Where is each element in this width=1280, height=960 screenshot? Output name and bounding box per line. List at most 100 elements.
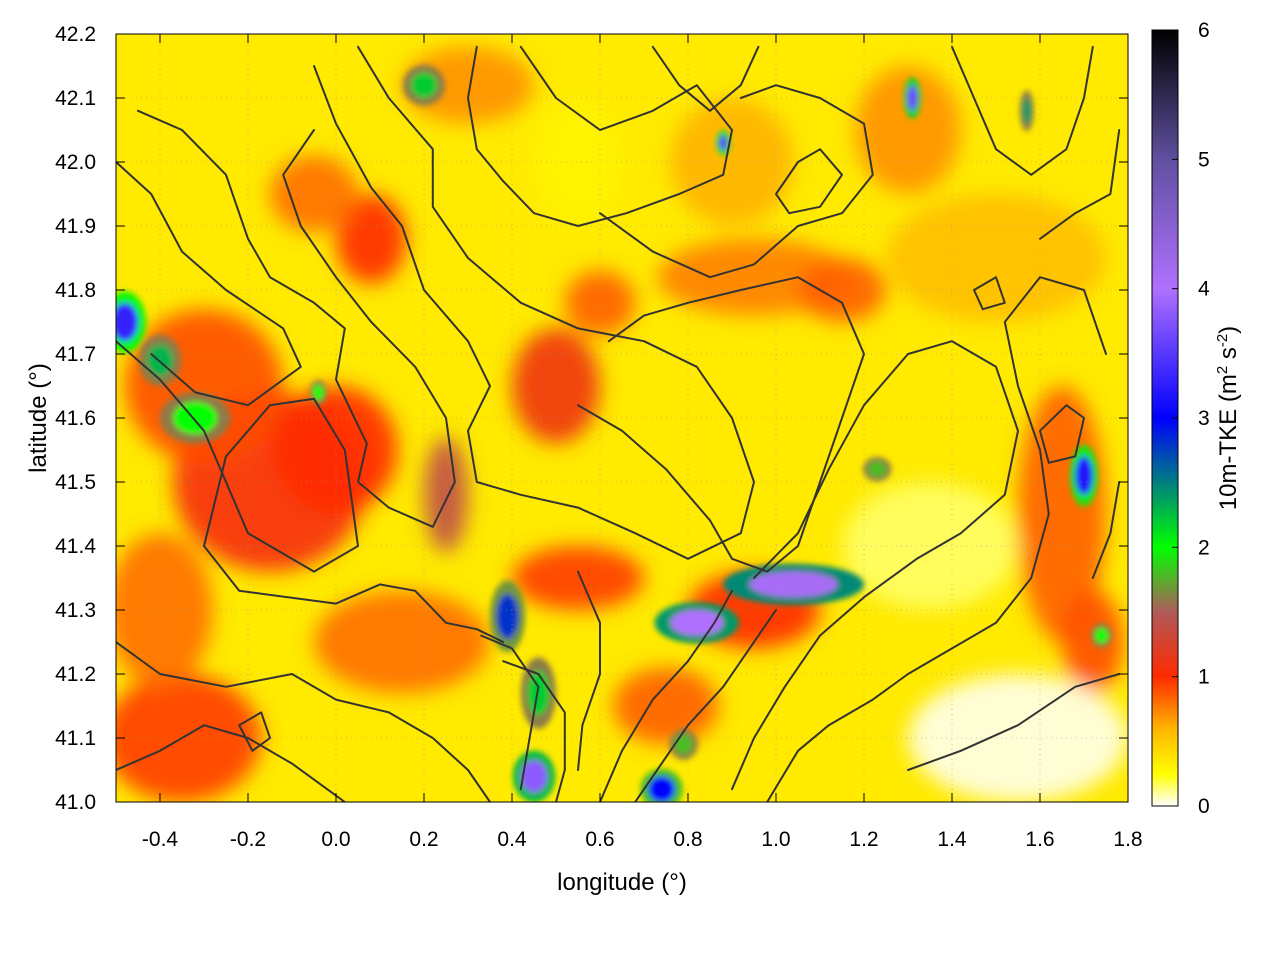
y-tick-label: 41.2 — [55, 663, 96, 686]
contour-line — [480, 634, 540, 791]
field-region — [116, 533, 213, 687]
x-tick-label: -0.4 — [142, 828, 179, 851]
hotspot — [1075, 456, 1093, 495]
x-tick-label: 0.0 — [321, 828, 350, 851]
field-region — [512, 328, 600, 444]
contour-line — [599, 589, 733, 802]
hotspot — [907, 85, 918, 111]
x-axis-title: longitude (°) — [557, 869, 687, 896]
field-region — [512, 546, 644, 610]
colorbar-tick-label: 0 — [1198, 795, 1210, 818]
field-region — [886, 194, 1106, 322]
y-tick-label: 42.2 — [55, 23, 96, 46]
contour-line — [577, 276, 865, 573]
x-tick-label: 1.4 — [937, 828, 967, 851]
hotspot — [718, 135, 728, 151]
hotspot — [410, 72, 438, 98]
hotspot — [173, 402, 218, 434]
contour-line — [1039, 404, 1085, 464]
contour-line — [238, 711, 271, 752]
contour-line — [651, 45, 760, 112]
hotspot — [1095, 627, 1109, 644]
colorbar-tick-label: 1 — [1198, 666, 1210, 689]
field-region — [424, 437, 468, 553]
colorbar-tick-label: 3 — [1198, 407, 1210, 430]
colorbar-tick-label: 4 — [1198, 278, 1210, 301]
cb-title-end: ) — [1215, 326, 1242, 334]
hotspot — [749, 571, 838, 598]
x-tick-label: 0.2 — [409, 828, 438, 851]
colorbar-title: 10m-TKE (m2 s-2) — [1214, 326, 1242, 510]
contour-line — [766, 276, 1107, 802]
cb-title-mid: s — [1215, 347, 1242, 366]
y-axis-ticks: 41.0 41.1 41.2 41.3 41.4 41.5 41.6 41.7 41.8 41.9… — [55, 23, 1128, 814]
y-axis-title: latitude (°) — [25, 363, 52, 473]
x-tick-label: 0.8 — [673, 828, 702, 851]
field-region — [908, 674, 1128, 802]
x-axis-ticks: -0.4 -0.2 0.0 0.2 0.4 0.6 0.8 1.0 1.2 1.4 1.6 1.8 — [142, 34, 1143, 851]
contour-line — [973, 276, 1006, 311]
y-tick-label: 41.8 — [55, 279, 96, 302]
colorbar-tick-label: 6 — [1198, 19, 1210, 42]
field-region — [564, 270, 636, 335]
contour-line — [116, 161, 302, 407]
contour-line — [599, 84, 874, 279]
plot-area — [116, 34, 1128, 802]
x-tick-label: -0.2 — [230, 828, 266, 851]
y-tick-label: 42.1 — [55, 87, 96, 110]
hotspot — [520, 760, 548, 793]
x-tick-label: 1.6 — [1025, 828, 1054, 851]
contour-line — [116, 724, 346, 802]
contour-line — [634, 609, 777, 802]
contour-line — [116, 340, 505, 643]
hotspot — [313, 384, 324, 401]
hotspot — [1022, 98, 1032, 124]
cb-title-sup1: 2 — [1214, 366, 1231, 374]
y-tick-label: 41.0 — [55, 791, 96, 814]
contour-line — [1039, 129, 1121, 240]
x-tick-label: 1.0 — [761, 828, 790, 851]
field-region — [402, 46, 534, 124]
contour-line — [116, 641, 491, 802]
field-region — [270, 155, 358, 233]
hotspot — [648, 776, 675, 802]
field-region — [534, 98, 622, 226]
contour-line — [907, 673, 1121, 771]
hotspot — [674, 734, 693, 755]
field-hotspots — [116, 64, 1113, 802]
contour-line — [775, 148, 843, 215]
contour-lines — [116, 45, 1121, 802]
contour-line — [951, 45, 1094, 176]
x-tick-label: 1.2 — [849, 828, 878, 851]
hotspot — [868, 461, 886, 477]
field-region — [842, 482, 1018, 610]
x-tick-label: 1.8 — [1113, 828, 1142, 851]
y-tick-label: 42.0 — [55, 151, 96, 174]
contour-line — [731, 340, 1019, 791]
y-tick-label: 41.6 — [55, 407, 96, 430]
cb-title-base: 10m-TKE (m — [1215, 374, 1242, 510]
y-tick-label: 41.7 — [55, 343, 96, 366]
colorbar-ticks: 0 1 2 3 4 5 6 — [1172, 19, 1210, 818]
x-tick-label: 0.6 — [585, 828, 614, 851]
contour-line — [467, 45, 733, 227]
y-tick-label: 41.4 — [55, 535, 96, 558]
y-tick-label: 41.5 — [55, 471, 96, 494]
field-region — [336, 194, 407, 284]
colorbar-tick-label: 5 — [1198, 148, 1210, 171]
contour-line — [137, 109, 456, 528]
hotspot — [527, 670, 550, 716]
colorbar-tick-label: 2 — [1198, 536, 1210, 559]
hotspot — [496, 594, 519, 639]
y-tick-label: 41.1 — [55, 727, 96, 750]
hotspot — [116, 302, 138, 342]
cb-title-sup2: -2 — [1214, 334, 1231, 347]
field-region — [116, 674, 262, 802]
contour-line — [1091, 481, 1121, 579]
contour-line — [313, 45, 755, 560]
y-tick-label: 41.9 — [55, 215, 96, 238]
x-tick-label: 0.4 — [497, 828, 527, 851]
field-region — [613, 667, 719, 745]
field-region — [314, 590, 490, 694]
